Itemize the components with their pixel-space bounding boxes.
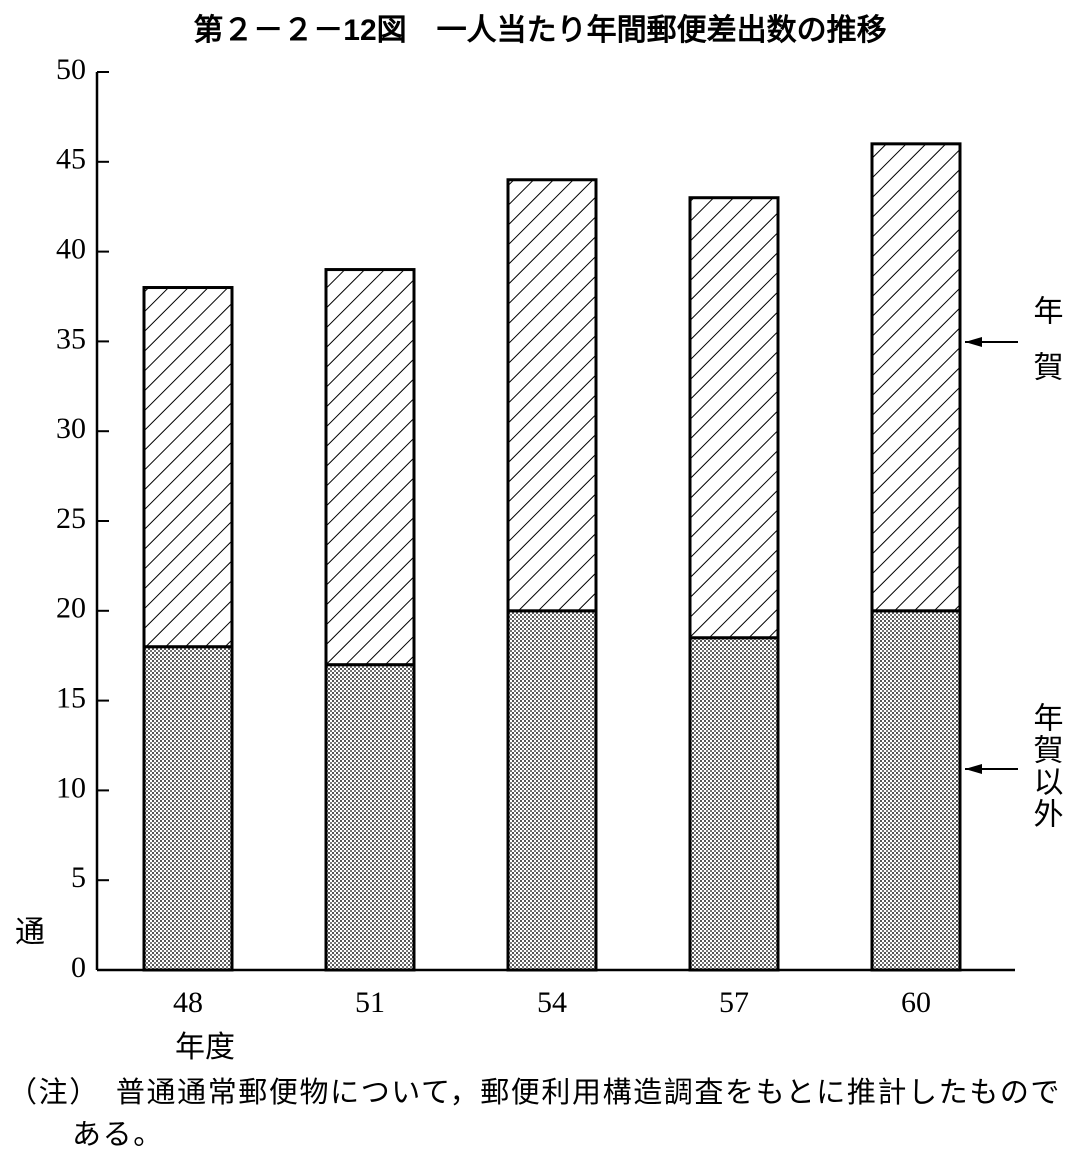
y-tick-label: 5 — [71, 861, 86, 894]
bar-segment — [324, 663, 416, 972]
y-tick-label: 25 — [56, 502, 86, 535]
bar-segment — [870, 609, 962, 972]
bar-segment — [142, 286, 234, 649]
y-tick-label: 30 — [56, 412, 86, 445]
legend-arrow-head — [965, 337, 982, 347]
bar-segment — [870, 142, 962, 613]
legend-label: 年賀以外 — [1029, 702, 1064, 830]
legend-label: 年賀 — [1029, 295, 1064, 407]
y-tick-label: 10 — [56, 771, 86, 804]
bar-segment — [688, 196, 780, 640]
chart: 第２－２－12図 一人当たり年間郵便差出数の推移 通 年度 年賀 年賀以外 0 5… — [15, 13, 1064, 1064]
y-tick-label: 0 — [71, 951, 86, 984]
legend-arrow-head — [965, 764, 982, 774]
x-tick-label: 60 — [901, 986, 931, 1019]
y-tick-label: 50 — [56, 53, 86, 86]
x-tick-label: 51 — [355, 986, 385, 1019]
chart-title: 第２－２－12図 一人当たり年間郵便差出数の推移 — [193, 13, 886, 47]
bar-segment — [506, 178, 598, 613]
x-tick-label: 54 — [537, 986, 567, 1019]
x-tick-label: 57 — [719, 986, 749, 1019]
bar-segment — [688, 636, 780, 972]
y-tick-label: 45 — [56, 143, 86, 176]
x-axis-label: 年度 — [175, 1031, 235, 1064]
bar-segment — [142, 645, 234, 972]
y-tick-label: 40 — [56, 232, 86, 265]
note: （注） 普通通常郵便物について，郵便利用構造調査をもとに推計したものである。 — [8, 1077, 1062, 1151]
bar-segment — [324, 268, 416, 667]
y-tick-label: 35 — [56, 322, 86, 355]
y-tick-label: 15 — [56, 681, 86, 714]
y-tick-label: 20 — [56, 592, 86, 625]
bar-segment — [506, 609, 598, 972]
y-axis-label: 通 — [15, 916, 45, 949]
x-tick-label: 48 — [173, 986, 203, 1019]
